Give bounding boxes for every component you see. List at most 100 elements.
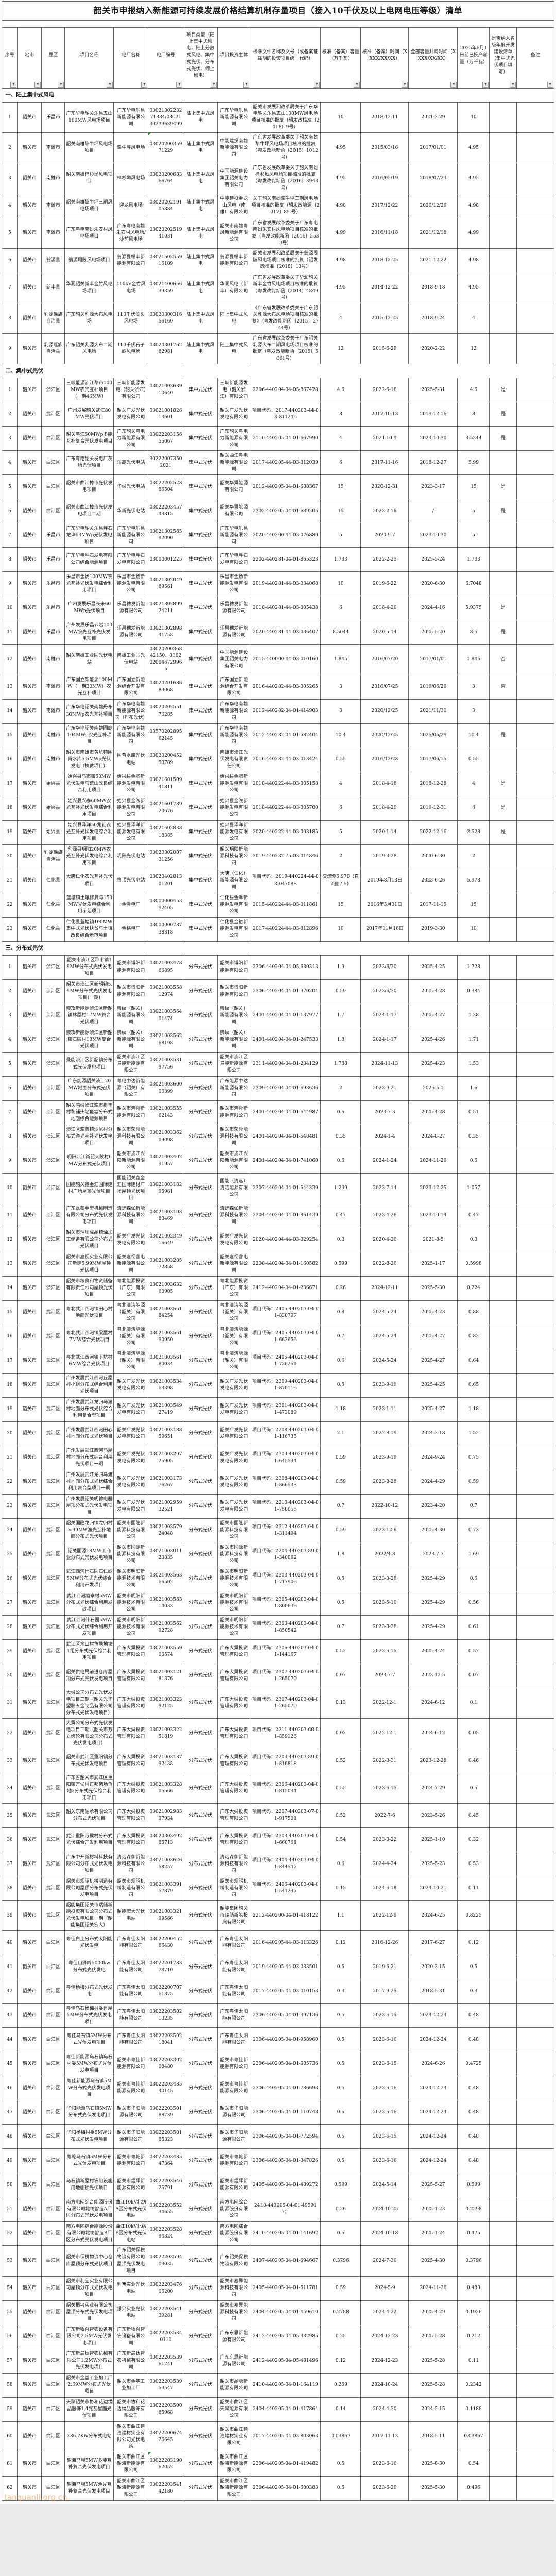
cell-plant_code: 0300000073738318 — [148, 917, 184, 942]
filter-dropdown-icon[interactable]: ▼ — [176, 82, 183, 88]
cell-approval_doc: 2012-440205-04-01-688367 — [250, 474, 321, 500]
cell-approved_capacity: 0.7 — [320, 1615, 361, 1640]
cell-plant_name: 韶关市曲江区韶海新能源有限公司 — [113, 2476, 149, 2501]
cell-grid_connection_date: 2017-6-27 — [408, 1930, 458, 1956]
cell-remark — [516, 844, 554, 869]
cell-investor: 韶关市浈江区景能新能源有限公司 — [217, 1052, 251, 1077]
cell-approval_date: 2016/07/20 — [360, 644, 409, 675]
column-header-remark: 备注 ▼ — [516, 27, 554, 89]
cell-project_name: 广东华电韶关乐昌五山100MW风电场项目 — [64, 101, 114, 133]
cell-city: 韶关市 — [17, 2076, 42, 2101]
cell-approval_doc: 2306-440205-04-01-397136 — [250, 2003, 321, 2028]
cell-provincial_list — [489, 1930, 517, 1956]
cell-plant_code: 0302220354625791 — [148, 2173, 184, 2198]
cell-project_name: 广东华电坪石发电有限公司综合能源项目 — [64, 547, 114, 572]
cell-capacity_before_20250601: 1.728 — [457, 955, 490, 980]
filter-dropdown-icon[interactable]: ▼ — [141, 82, 148, 88]
filter-dropdown-icon[interactable]: ▼ — [107, 82, 113, 88]
cell-project_name: 广东新牧兴智农设备有限公司2.5MW光伏发电项目 — [64, 2324, 114, 2349]
cell-approval_doc: 2407-440205-04-01-694667 — [250, 2245, 321, 2277]
cell-plant_code: 0302220070761375 — [148, 1979, 184, 2004]
cell-grid_connection_date: 2024-11-26 — [408, 1148, 458, 1174]
filter-dropdown-icon[interactable]: ▼ — [34, 82, 41, 88]
cell-city: 韶关市 — [17, 1203, 42, 1228]
cell-county: 曲江区 — [41, 1930, 65, 1956]
cell-plant_code: 0302100332199566 — [148, 1900, 184, 1931]
cell-investor: 韶关市嘉舜能源科技有限公司 — [217, 2300, 251, 2325]
cell-grid_connection_date: 2021-12-22 — [408, 248, 458, 273]
cell-county: 南雄市 — [41, 132, 65, 164]
cell-plant_name: 韶关广发光伏发电有限公司 — [113, 1494, 149, 1519]
cell-project_name: 广东磊蒙重型机械制造有限公司分布式光伏发电项目 — [64, 1203, 114, 1228]
cell-county: 曲江区 — [41, 2027, 65, 2053]
cell-project_type: 分布式光伏 — [183, 2003, 218, 2028]
cell-seq: 28 — [2, 1615, 18, 1640]
cell-grid_connection_date: 2017/01/01 — [408, 644, 458, 675]
table-row: 50 韶关市 曲江区 乌石镇新屋村农用设施用地棚顶光伏项目 韶关市煜辉新能源有限公司 03… — [2, 2173, 554, 2198]
cell-city: 韶关市 — [17, 378, 42, 403]
filter-dropdown-icon[interactable]: ▼ — [211, 82, 217, 88]
cell-approval_date: 2024-5-24 — [360, 1300, 409, 1325]
filter-dropdown-icon[interactable]: ▼ — [547, 82, 553, 88]
cell-plant_name: 韶关市粤佳新能源有限公司 — [113, 2076, 149, 2101]
cell-project_type: 分布式光伏 — [183, 1749, 218, 1774]
cell-county: 曲江区 — [41, 426, 65, 451]
cell-capacity_before_20250601: 5.9375 — [457, 596, 490, 621]
cell-approved_capacity: 0.52 — [320, 1803, 361, 1828]
cell-capacity_before_20250601: 3 — [457, 699, 490, 724]
cell-capacity_before_20250601: 0.2342 — [457, 2372, 490, 2398]
cell-city: 韶关市 — [17, 723, 42, 748]
filter-dropdown-icon[interactable]: ▼ — [482, 82, 489, 88]
cell-approved_capacity: 0.12 — [320, 1930, 361, 1956]
cell-approval_date: 2023-5-10 — [360, 1590, 409, 1616]
cell-capacity_before_20250601: 1.38 — [457, 1003, 490, 1028]
cell-seq: 2 — [2, 132, 18, 164]
cell-approval_date: 2023/6/30 — [360, 979, 409, 1004]
cell-county: 曲江区 — [41, 499, 65, 524]
cell-county: 乐昌市 — [41, 101, 65, 133]
cell-plant_code: 0302100313792438 — [148, 1749, 184, 1774]
filter-dropdown-icon[interactable]: ▼ — [510, 82, 516, 88]
cell-approval_doc: 项目代码：2307-440203-04-01-265070 — [250, 1663, 321, 1688]
cell-approval_date: 2018-4-20 — [360, 795, 409, 821]
cell-county: 武江区 — [41, 1773, 65, 1804]
cell-approval_doc: 2012-440282-04-01-582404 — [250, 723, 321, 748]
cell-approved_capacity: 0.25 — [320, 2324, 361, 2349]
filter-dropdown-icon[interactable]: ▼ — [402, 82, 408, 88]
table-row: 7 韶关市 浈江区 韶关鸿舜浈江犂市群丰村黎铺头站鱼塘分布式地面综合能源项目 韶关市鸿舜… — [2, 1100, 554, 1125]
cell-grid_connection_date: 2025-4-30 — [408, 1518, 458, 1543]
cell-investor: 韶关市华阳能源有限公司 — [217, 2100, 251, 2125]
cell-county: 浈江区 — [41, 1203, 65, 1228]
table-row: 43 韶关市 曲江区 粤佳乌石杨梅村委肖屋5MW分布式光伏发电项目 广东粤佳太阳能有限公… — [2, 2003, 554, 2028]
filter-dropdown-icon[interactable]: ▼ — [354, 82, 360, 88]
cell-approved_capacity: 0.7 — [320, 1324, 361, 1349]
cell-plant_code: 0302100301123835 — [148, 1542, 184, 1567]
cell-city: 韶关市 — [17, 1227, 42, 1252]
filter-dropdown-icon[interactable]: ▼ — [314, 82, 320, 88]
cell-project_name: 广东粤电韶关发电厂灰场光伏项目 — [64, 450, 114, 476]
cell-plant_name: 韶关市煜辉新能源有限公司 — [113, 2173, 149, 2198]
filter-dropdown-icon[interactable]: ▼ — [10, 82, 17, 88]
cell-investor: 广东国立新能源综合开发有限公司 — [217, 674, 251, 700]
cell-city: 韶关市 — [17, 1955, 42, 1980]
filter-dropdown-icon[interactable]: ▼ — [450, 82, 457, 88]
cell-remark — [516, 132, 554, 164]
cell-investor: 仁化县金泽新能源发电有限公司 — [217, 892, 251, 918]
cell-county: 武江区 — [41, 1518, 65, 1543]
cell-project_name: 大唐仁化农光互补光伏项目 — [64, 868, 114, 893]
cell-project_name: 景能浈江区新韶镇分布式光伏发电项目 — [64, 1052, 114, 1077]
cell-approval_doc: 项目代码：2019-440224-44-03-047088 — [250, 868, 321, 893]
cell-approved_capacity: 0.6 — [320, 1852, 361, 1877]
table-row: 45 韶关市 曲江区 粤佳新能源乌石镇乌石村委5MW分布式光伏发电项目 韶关市粤佳新能源… — [2, 2052, 554, 2077]
cell-plant_code: 0302100356310033 — [148, 1590, 184, 1616]
cell-remark — [516, 1518, 554, 1543]
cell-city: 韶关市 — [17, 1852, 42, 1877]
cell-city: 韶关市 — [17, 272, 42, 303]
cell-seq: 17 — [2, 771, 18, 796]
cell-project_type: 分布式光伏 — [183, 1518, 218, 1543]
filter-dropdown-icon[interactable]: ▼ — [243, 82, 250, 88]
cell-remark — [516, 101, 554, 133]
cell-project_type: 分布式光伏 — [183, 1100, 218, 1125]
table-row: 34 韶关市 武江区 广东省韶关市武江区重阳镇万侯村正邦猪场鱼地2分布式光伏综合利用项… — [2, 1773, 554, 1804]
filter-dropdown-icon[interactable]: ▼ — [58, 82, 64, 88]
